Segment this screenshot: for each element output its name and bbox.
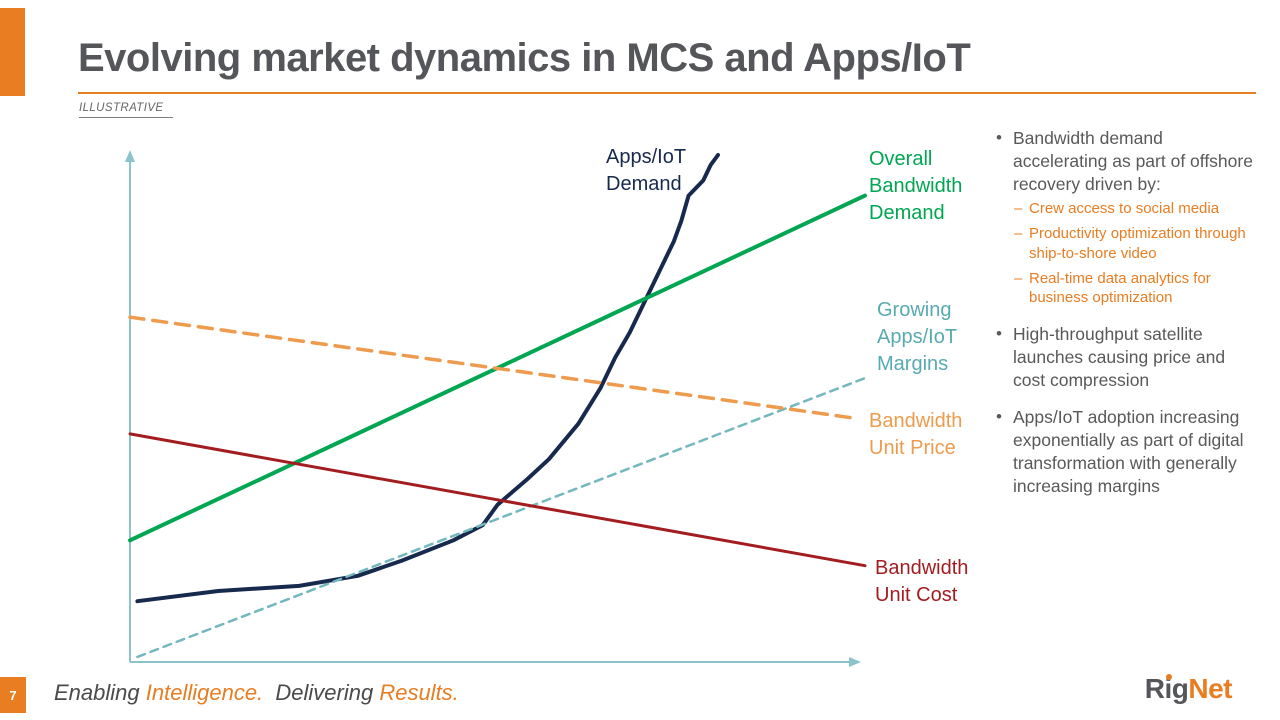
market-chart-svg [125,150,867,667]
bullet-item: • Apps/IoT adoption increasing exponenti… [996,406,1260,497]
page-number-badge: 7 [0,677,26,713]
key-points-panel: • Bandwidth demand accelerating as part … [996,127,1260,497]
bullet-text: High-throughput satellite launches causi… [1013,324,1226,390]
sub-bullet-item: – Productivity optimization through ship… [1014,224,1260,264]
bullet-text: Apps/IoT adoption increasing exponential… [1013,407,1244,496]
rignet-logo: RigNet [1145,673,1233,705]
bullet-text: Bandwidth demand accelerating as part of… [1013,128,1253,194]
sub-bullet-marker: – [1014,225,1023,243]
footer-text-accent: Results. [379,680,459,705]
footer-text: Enabling [54,680,146,705]
sub-bullet-list: – Crew access to social media – Producti… [1014,199,1260,308]
label-growing-apps-iot-margins: Growing Apps/IoT Margins [877,299,958,375]
bullet-item: • Bandwidth demand accelerating as part … [996,127,1260,195]
logo-text-net: Net [1188,673,1232,704]
footer-text: Delivering [263,680,380,705]
bullet-item: • High-throughput satellite launches cau… [996,323,1260,391]
footer-tagline: Enabling Intelligence. Delivering Result… [54,680,459,706]
sub-bullet-marker: – [1014,269,1023,287]
sub-bullet-item: – Real-time data analytics for business … [1014,269,1260,309]
page-title: Evolving market dynamics in MCS and Apps… [78,36,971,80]
sub-bullet-text: Real-time data analytics for business op… [1029,269,1211,307]
left-accent-bar [0,8,25,96]
label-overall-bandwidth-demand: Overall Bandwidth Demand [869,148,963,224]
label-bandwidth-unit-cost: Bandwidth Unit Cost [875,557,969,606]
label-bandwidth-unit-price: Bandwidth Unit Price [869,410,963,459]
bullet-marker: • [996,324,1002,344]
sub-bullet-text: Productivity optimization through ship-t… [1029,225,1246,262]
bullet-marker: • [996,128,1002,147]
illustrative-tag: ILLUSTRATIVE [79,102,173,118]
sub-bullet-text: Crew access to social media [1029,200,1220,218]
logo-dot [1165,674,1172,680]
footer-text-accent: Intelligence. [145,680,264,705]
bullet-marker: • [996,407,1002,427]
sub-bullet-marker: – [1014,200,1023,218]
sub-bullet-item: – Crew access to social media [1014,199,1260,219]
title-underline [78,92,1256,94]
label-apps-iot-demand: Apps/IoT Demand [606,146,687,195]
